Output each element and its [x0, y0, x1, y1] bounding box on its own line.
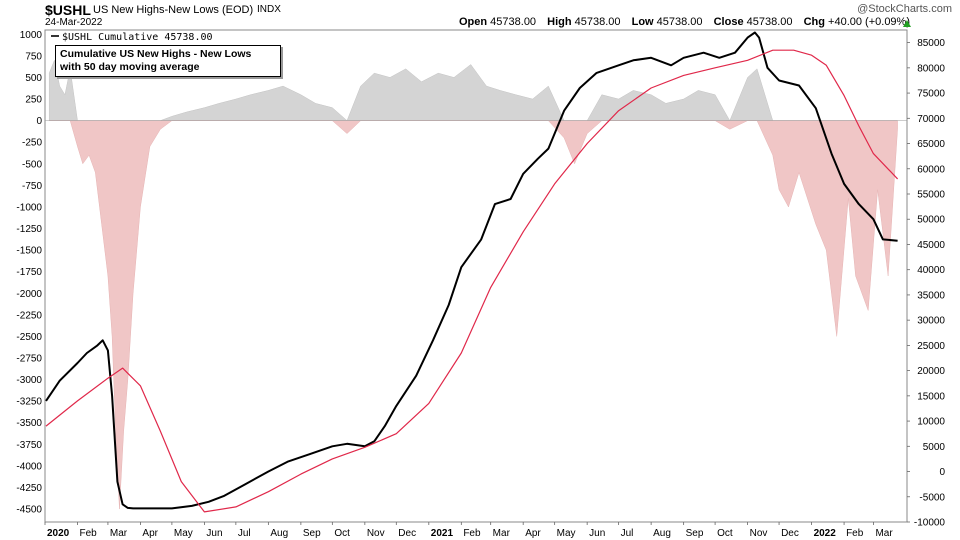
right-tick-label: 65000: [917, 139, 945, 150]
x-tick-label: 2021: [431, 528, 454, 539]
x-tick-label: Feb: [463, 528, 481, 539]
chart-date: 24-Mar-2022: [45, 17, 103, 28]
right-tick-label: 75000: [917, 89, 945, 100]
low-label: Low: [631, 16, 654, 28]
right-tick-label: 15000: [917, 391, 945, 402]
left-tick-label: -4000: [16, 461, 42, 472]
left-tick-label: 750: [25, 51, 42, 62]
x-tick-label: 2022: [814, 528, 837, 539]
right-tick-label: 85000: [917, 38, 945, 49]
x-tick-label: Apr: [525, 528, 541, 539]
low-value: 45738.00: [656, 16, 703, 28]
right-tick-label: 0: [939, 467, 945, 478]
cumulative-line: [45, 31, 898, 510]
x-tick-label: Feb: [80, 528, 98, 539]
left-tick-label: 0: [36, 116, 42, 127]
right-tick-label: 10000: [917, 417, 945, 428]
x-tick-label: Jul: [238, 528, 251, 539]
x-tick-label: May: [174, 528, 193, 539]
right-tick-label: 35000: [917, 290, 945, 301]
legend-label: $USHL Cumulative 45738.00: [62, 32, 213, 43]
right-tick-label: 45000: [917, 240, 945, 251]
right-tick-label: -10000: [914, 518, 946, 529]
left-tick-label: -2750: [16, 354, 42, 365]
moving-average-line: [45, 49, 899, 513]
x-tick-label: Mar: [493, 528, 511, 539]
left-tick-label: 1000: [20, 30, 43, 41]
left-tick-label: -3000: [16, 375, 42, 386]
x-tick-label: Jun: [206, 528, 222, 539]
left-tick-label: -3750: [16, 440, 42, 451]
plot-frame: [44, 29, 908, 523]
x-tick-label: Jul: [621, 528, 634, 539]
left-tick-label: 250: [25, 95, 42, 106]
left-tick-label: -2500: [16, 332, 42, 343]
watermark: @StockCharts.com: [857, 3, 952, 15]
right-tick-label: 50000: [917, 215, 945, 226]
x-tick-label: Mar: [875, 528, 893, 539]
x-tick-label: Jun: [589, 528, 605, 539]
right-tick-label: -5000: [919, 492, 945, 503]
x-tick-label: Sep: [686, 528, 704, 539]
left-tick-label: 500: [25, 73, 42, 84]
right-tick-label: 5000: [923, 442, 946, 453]
x-tick-label: 2020: [47, 528, 70, 539]
high-label: High: [547, 16, 572, 28]
left-tick-label: -3250: [16, 397, 42, 408]
left-tick-label: -1750: [16, 267, 42, 278]
quote-bar: Open 45738.00 High 45738.00 Low 45738.00…: [451, 16, 910, 28]
x-tick-label: Apr: [142, 528, 158, 539]
left-tick-label: -2250: [16, 310, 42, 321]
chart-annotation: Cumulative US New Highs - New Lows with …: [55, 45, 281, 77]
left-tick-label: -250: [22, 138, 42, 149]
chg-value: +40.00 (+0.09%): [828, 16, 910, 28]
x-tick-label: Aug: [653, 528, 671, 539]
high-value: 45738.00: [574, 16, 621, 28]
right-tick-label: 40000: [917, 265, 945, 276]
left-tick-label: -1000: [16, 202, 42, 213]
right-tick-label: 30000: [917, 316, 945, 327]
x-tick-label: Aug: [270, 528, 288, 539]
close-label: Close: [713, 16, 744, 28]
x-tick-label: Sep: [303, 528, 321, 539]
right-tick-label: 60000: [917, 164, 945, 175]
open-value: 45738.00: [490, 16, 537, 28]
exchange: INDX: [257, 4, 281, 15]
left-tick-label: -1250: [16, 224, 42, 235]
right-tick-label: 70000: [917, 114, 945, 125]
chart-header: $USHL US New Highs-New Lows (EOD) INDX 2…: [0, 0, 960, 32]
left-tick-label: -4500: [16, 505, 42, 516]
left-tick-label: -2000: [16, 289, 42, 300]
left-tick-label: -4250: [16, 483, 42, 494]
close-value: 45738.00: [746, 16, 793, 28]
x-tick-label: May: [557, 528, 576, 539]
x-tick-label: Oct: [717, 528, 733, 539]
x-tick-label: Dec: [781, 528, 799, 539]
left-tick-label: -3500: [16, 418, 42, 429]
symbol: $USHL: [45, 2, 91, 18]
left-tick-label: -500: [22, 159, 42, 170]
triangle-up-icon: [903, 20, 911, 27]
x-tick-label: Nov: [367, 528, 385, 539]
x-tick-label: Dec: [398, 528, 416, 539]
right-tick-label: 55000: [917, 190, 945, 201]
x-tick-label: Mar: [110, 528, 128, 539]
right-tick-label: 25000: [917, 341, 945, 352]
histogram-negative-area: [49, 120, 898, 510]
left-tick-label: -1500: [16, 246, 42, 257]
chg-label: Chg: [803, 16, 825, 28]
right-tick-label: 80000: [917, 63, 945, 74]
left-tick-label: -750: [22, 181, 42, 192]
x-tick-label: Feb: [846, 528, 864, 539]
right-tick-label: 20000: [917, 366, 945, 377]
x-tick-label: Nov: [750, 528, 768, 539]
open-label: Open: [458, 16, 488, 28]
symbol-name: US New Highs-New Lows (EOD): [93, 4, 254, 16]
x-tick-label: Oct: [334, 528, 350, 539]
